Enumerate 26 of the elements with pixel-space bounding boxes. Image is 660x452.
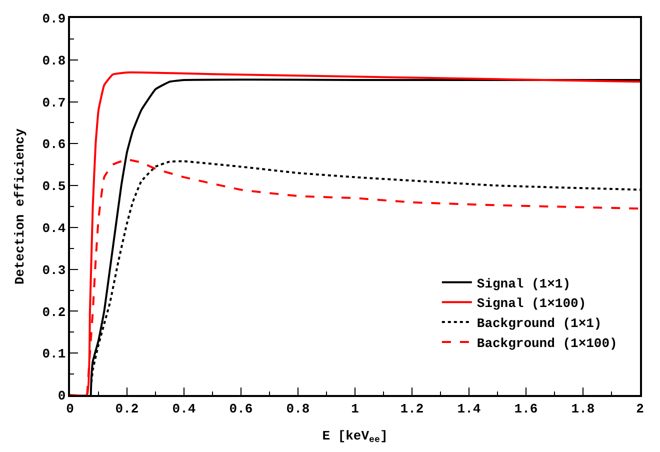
legend-label: Background (1×1) (476, 316, 602, 332)
legend-label: Signal (1×1) (476, 276, 571, 292)
y-axis-title: Detection efficiency (12, 128, 28, 285)
y-tick-label: 0.2 (42, 304, 66, 320)
y-tick-label: 0.1 (42, 346, 66, 362)
y-tick-label: 0.7 (42, 95, 66, 110)
x-tick-label: 0.8 (286, 401, 310, 416)
y-tick-label: 0.4 (42, 220, 66, 236)
x-tick-label: 2 (636, 401, 644, 416)
x-tick-label: 1.6 (514, 401, 538, 416)
y-tick-label: 0.5 (42, 179, 66, 194)
x-tick-label: 0.4 (172, 401, 196, 416)
legend-label: Background (1×100) (476, 336, 618, 352)
x-tick-label: 1.8 (571, 401, 595, 416)
y-tick-label: 0.9 (42, 12, 66, 27)
y-tick-label: 0.6 (42, 137, 66, 152)
x-tick-label: 1.2 (400, 401, 424, 416)
x-tick-label: 0.2 (115, 401, 139, 416)
x-tick-label: 0.6 (229, 401, 253, 416)
y-tick-label: 0 (58, 388, 66, 404)
x-tick-label: 1 (351, 401, 360, 416)
x-axis-title: E [keV$_{ee}$] (322, 428, 388, 446)
y-tick-label: 0.8 (42, 53, 66, 68)
legend-label: Signal (1×100) (476, 296, 586, 312)
x-tick-label: 1.4 (457, 401, 481, 416)
y-tick-label: 0.3 (42, 262, 66, 278)
